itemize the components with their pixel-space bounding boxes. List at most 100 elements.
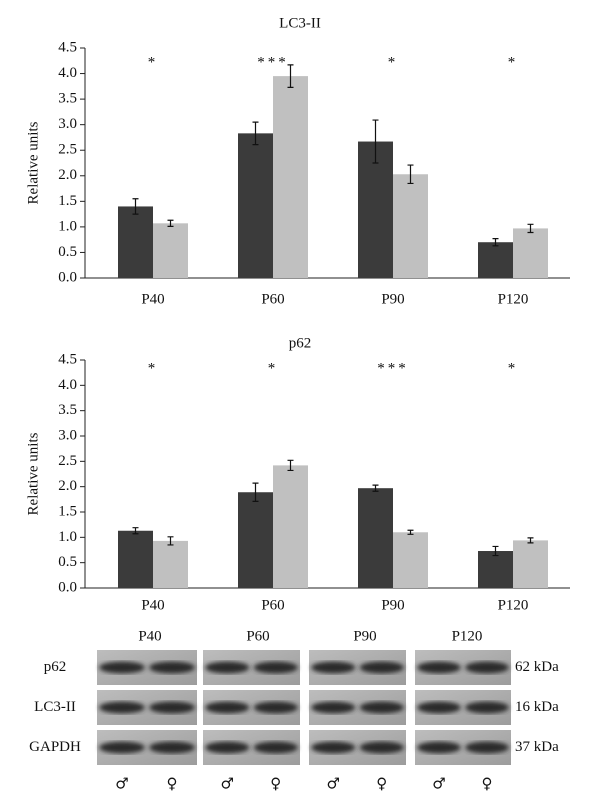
y-axis-label: Relative units <box>25 121 41 204</box>
chart-title: LC3-II <box>279 15 321 31</box>
y-tick-label: 0.0 <box>58 579 77 595</box>
blot-band <box>205 741 250 754</box>
error-bar <box>372 484 379 492</box>
error-bar <box>132 527 139 535</box>
blot-band <box>417 741 461 754</box>
error-bar <box>527 537 534 544</box>
bar <box>118 530 153 588</box>
y-tick-label: 4.0 <box>58 377 77 393</box>
bar <box>478 242 513 278</box>
size-label: 37 kDa <box>515 739 559 755</box>
sex-symbol: ♂ <box>327 775 340 793</box>
size-label: 16 kDa <box>515 699 559 715</box>
row-label: p62 <box>44 659 67 675</box>
error-bar <box>167 536 174 546</box>
lane-label: P120 <box>452 628 483 644</box>
y-tick-label: 1.5 <box>58 503 77 519</box>
bar <box>513 540 548 588</box>
bar <box>153 540 188 588</box>
y-tick-label: 1.0 <box>58 529 77 545</box>
chart-title: p62 <box>289 335 312 351</box>
blot-band <box>205 661 250 674</box>
error-bar <box>167 219 174 227</box>
y-tick-label: 2.5 <box>58 142 77 158</box>
significance: * <box>388 54 399 70</box>
error-bar <box>372 119 379 164</box>
bar <box>238 133 273 278</box>
significance: * <box>508 360 519 376</box>
y-tick-label: 3.5 <box>58 402 77 418</box>
error-bar <box>132 198 139 215</box>
x-tick-label: P120 <box>498 291 529 307</box>
significance: * <box>268 360 279 376</box>
blot-band <box>311 661 356 674</box>
blot-band <box>417 661 461 674</box>
blot-band <box>359 661 404 674</box>
error-bar <box>527 223 534 234</box>
y-tick-label: 0.5 <box>58 244 77 260</box>
significance: *** <box>377 360 409 376</box>
blot-band <box>253 741 298 754</box>
bar <box>153 223 188 278</box>
blot-band <box>417 701 461 714</box>
blot-band <box>99 741 145 754</box>
blot-band <box>465 741 509 754</box>
error-bar <box>492 545 499 557</box>
y-tick-label: 4.0 <box>58 65 77 81</box>
y-tick-label: 2.0 <box>58 478 77 494</box>
error-bar <box>287 459 294 472</box>
x-tick-label: P90 <box>381 291 404 307</box>
blot-band <box>99 701 145 714</box>
error-bar <box>252 482 259 502</box>
bar <box>118 206 153 278</box>
bar <box>513 228 548 278</box>
y-tick-label: 1.0 <box>58 218 77 234</box>
y-tick-label: 2.0 <box>58 167 77 183</box>
error-bar <box>287 64 294 88</box>
significance: * <box>148 360 159 376</box>
row-label: LC3-II <box>34 699 76 715</box>
blot-band <box>205 701 250 714</box>
sex-symbol: ♀ <box>167 775 178 793</box>
sex-symbol: ♀ <box>482 775 493 793</box>
significance: *** <box>257 54 289 70</box>
lane-label: P90 <box>353 628 376 644</box>
y-tick-label: 0.0 <box>58 269 77 285</box>
blot-band <box>149 661 195 674</box>
sex-symbol: ♂ <box>115 775 128 793</box>
error-bar <box>492 238 499 247</box>
bar <box>393 174 428 278</box>
blot-band <box>359 701 404 714</box>
significance: * <box>148 54 159 70</box>
size-label: 62 kDa <box>515 659 559 675</box>
y-tick-label: 1.5 <box>58 193 77 209</box>
x-tick-label: P90 <box>381 597 404 613</box>
blot-band <box>253 701 298 714</box>
blot-band <box>253 661 298 674</box>
y-tick-label: 4.5 <box>58 351 77 367</box>
blot-band <box>149 741 195 754</box>
blot-band <box>465 661 509 674</box>
sex-symbol: ♀ <box>270 775 281 793</box>
y-tick-label: 4.5 <box>58 39 77 55</box>
blot-band <box>99 661 145 674</box>
x-tick-label: P40 <box>141 291 164 307</box>
bar <box>478 551 513 588</box>
sex-symbol: ♂ <box>432 775 445 793</box>
blot-band <box>311 701 356 714</box>
y-axis-label: Relative units <box>25 432 41 515</box>
x-tick-label: P60 <box>261 597 284 613</box>
bar <box>238 492 273 588</box>
error-bar <box>407 529 414 535</box>
blot-band <box>311 741 356 754</box>
significance: * <box>508 54 519 70</box>
row-label: GAPDH <box>29 739 81 755</box>
x-tick-label: P40 <box>141 597 164 613</box>
blot-band <box>465 701 509 714</box>
y-tick-label: 3.5 <box>58 91 77 107</box>
sex-symbol: ♀ <box>376 775 387 793</box>
lane-label: P60 <box>246 628 269 644</box>
y-tick-label: 0.5 <box>58 554 77 570</box>
error-bar <box>252 121 259 146</box>
